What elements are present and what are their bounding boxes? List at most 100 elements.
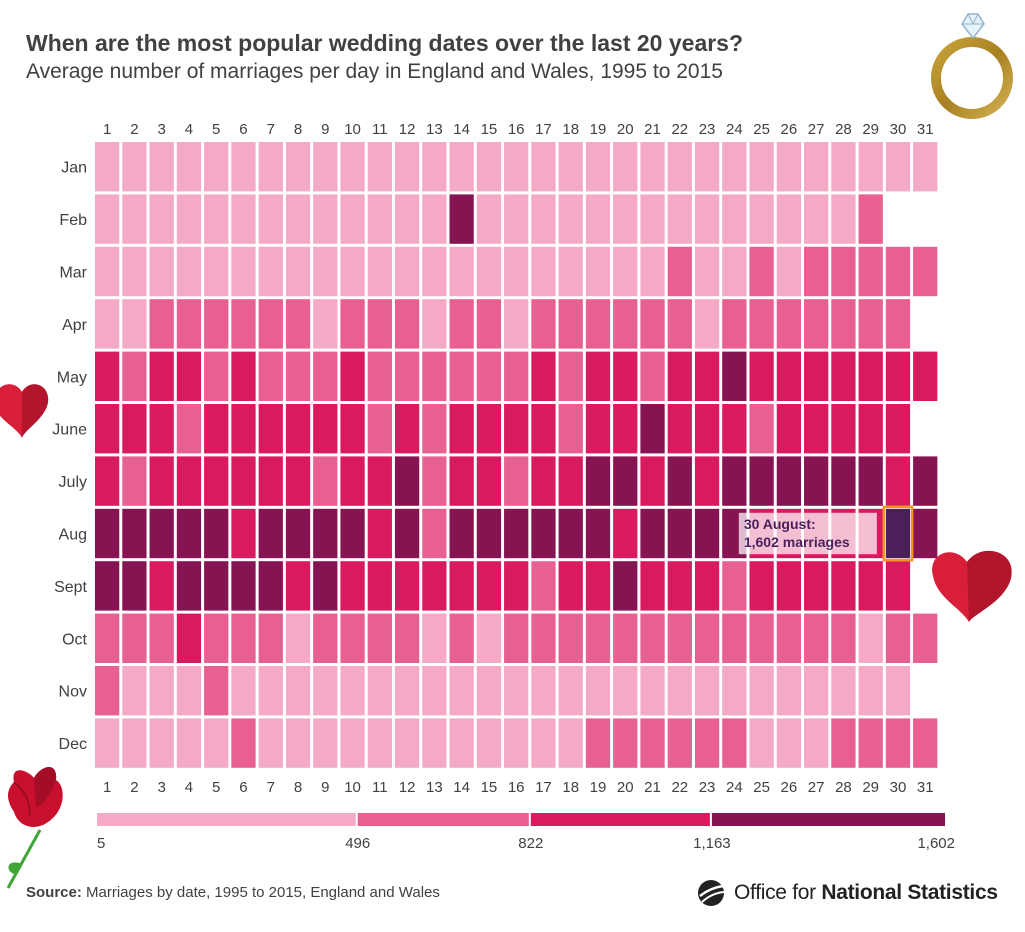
- legend-band: [711, 813, 945, 826]
- heatmap-cell-mar-1: [95, 246, 120, 297]
- heatmap-cell-nov-13: [422, 666, 447, 716]
- day-label-bottom: 1: [103, 779, 111, 796]
- heatmap-cell-mar-16: [504, 246, 529, 297]
- heatmap-cell-may-13: [422, 351, 447, 401]
- heatmap-cell-jan-8: [285, 142, 311, 192]
- heatmap-cell-jan-14: [449, 142, 474, 192]
- heatmap-cell-nov-14: [449, 666, 474, 716]
- ons-logo-text-light: Office for: [734, 881, 822, 904]
- heatmap-cell-nov-19: [585, 666, 611, 716]
- heatmap-cell-apr-27: [804, 299, 829, 349]
- heatmap-cell-jan-30: [885, 142, 911, 192]
- day-label-top: 9: [321, 121, 329, 138]
- heatmap-cell-aug-4: [176, 508, 202, 559]
- heatmap-cell-jan-27: [804, 142, 829, 192]
- heatmap-cell-june-15: [476, 404, 502, 454]
- heatmap-cell-may-11: [367, 351, 392, 401]
- heatmap-cell-apr-10: [340, 299, 365, 349]
- heatmap-cell-apr-28: [831, 299, 856, 349]
- highlight-callout-text: 30 August:: [744, 516, 816, 532]
- heatmap-cell-sept-29: [858, 561, 883, 611]
- heatmap-cell-june-29: [858, 404, 883, 454]
- heatmap-cell-jan-4: [176, 142, 202, 192]
- heatmap-cell-july-14: [449, 456, 474, 506]
- heatmap-cell-oct-24: [722, 613, 747, 663]
- heatmap-cell-apr-5: [204, 299, 229, 349]
- heatmap-cell-may-2: [122, 351, 147, 401]
- heatmap-cell-july-19: [585, 456, 611, 506]
- heatmap-cell-feb-25: [749, 194, 774, 244]
- heatmap-cell-mar-13: [422, 246, 447, 297]
- heatmap-cell-may-8: [285, 351, 311, 401]
- heatmap-cell-jan-18: [558, 142, 583, 192]
- month-label: Oct: [62, 631, 87, 648]
- heatmap-cell-nov-7: [258, 666, 283, 716]
- day-label-top: 25: [753, 121, 770, 138]
- heatmap-cell-june-3: [149, 404, 174, 454]
- source-text: Marriages by date, 1995 to 2015, England…: [81, 884, 440, 901]
- day-label-top: 18: [562, 121, 579, 138]
- day-label-bottom: 31: [917, 779, 934, 796]
- heatmap-cell-aug-22: [667, 508, 692, 559]
- heatmap-cell-oct-16: [504, 613, 529, 663]
- day-label-top: 31: [917, 121, 934, 138]
- heatmap-cell-nov-9: [313, 666, 338, 716]
- heatmap-cell-feb-7: [258, 194, 283, 244]
- heatmap-cell-feb-18: [558, 194, 583, 244]
- heatmap-cell-july-5: [204, 456, 229, 506]
- heatmap-cell-aug-19: [585, 508, 611, 559]
- day-label-bottom: 24: [726, 779, 743, 796]
- day-label-top: 24: [726, 121, 743, 138]
- heatmap-cell-dec-30: [885, 718, 911, 768]
- legend-band: [530, 813, 710, 826]
- day-label-top: 30: [890, 121, 907, 138]
- month-label: Aug: [59, 527, 87, 544]
- heatmap-cell-sept-2: [122, 561, 147, 611]
- heatmap-cell-apr-9: [313, 299, 338, 349]
- heatmap-cell-june-28: [831, 404, 856, 454]
- heatmap-cell-sept-14: [449, 561, 474, 611]
- heatmap-cell-june-20: [613, 404, 638, 454]
- heatmap-cell-apr-21: [640, 299, 665, 349]
- ring-icon: [931, 13, 1013, 119]
- day-label-top: 23: [699, 121, 716, 138]
- heatmap-cell-oct-28: [831, 613, 856, 663]
- heatmap-cell-jan-7: [258, 142, 283, 192]
- heatmap-cell-jan-15: [476, 142, 502, 192]
- heatmap-cell-may-18: [558, 351, 583, 401]
- heatmap-cell-july-10: [340, 456, 365, 506]
- heatmap-cell-may-14: [449, 351, 474, 401]
- heatmap-cell-july-27: [804, 456, 829, 506]
- day-label-top: 1: [103, 121, 111, 138]
- heatmap-cell-dec-1: [95, 718, 120, 768]
- heatmap-cell-june-8: [285, 404, 311, 454]
- heatmap-cell-jan-31: [913, 142, 938, 192]
- heatmap-cell-aug-20: [613, 508, 638, 559]
- heatmap-cell-jan-2: [122, 142, 147, 192]
- heatmap-cell-dec-28: [831, 718, 856, 768]
- heatmap-cell-mar-8: [285, 246, 311, 297]
- heatmap-cell-jan-23: [694, 142, 720, 192]
- heatmap-cell-june-21: [640, 404, 665, 454]
- heatmap-cell-sept-8: [285, 561, 311, 611]
- heatmap-cell-feb-17: [531, 194, 556, 244]
- heatmap-cell-dec-2: [122, 718, 147, 768]
- day-label-bottom: 15: [481, 779, 498, 796]
- heatmap-cell-feb-26: [776, 194, 802, 244]
- heatmap-cell-oct-30: [885, 613, 911, 663]
- highlight-callout-box: [738, 512, 877, 555]
- heatmap-cell-nov-24: [722, 666, 747, 716]
- heatmap-cell-jan-11: [367, 142, 392, 192]
- heatmap-cell-sept-4: [176, 561, 202, 611]
- heatmap-cell-feb-4: [176, 194, 202, 244]
- heatmap-cell-mar-25: [749, 246, 774, 297]
- heatmap-cell-apr-16: [504, 299, 529, 349]
- heatmap-cell-aug-9: [313, 508, 338, 559]
- heatmap-cell-sept-5: [204, 561, 229, 611]
- month-label: June: [52, 422, 87, 439]
- heatmap-cell-dec-23: [694, 718, 720, 768]
- heatmap-cell-dec-17: [531, 718, 556, 768]
- heatmap-cell-june-22: [667, 404, 692, 454]
- heatmap-cell-feb-22: [667, 194, 692, 244]
- heatmap-cell-aug-10: [340, 508, 365, 559]
